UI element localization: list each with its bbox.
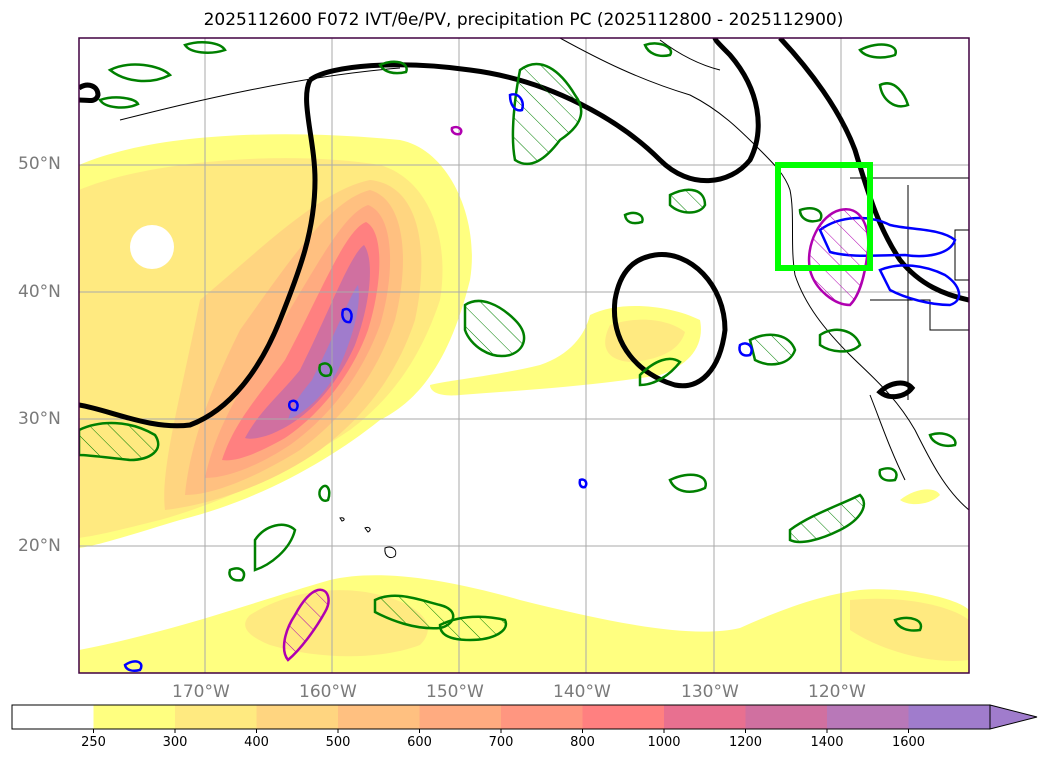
colorbar-extend-arrow xyxy=(989,704,1038,730)
pv-contours xyxy=(79,41,957,642)
colorbar-tick-label: 700 xyxy=(488,735,514,750)
map-frame xyxy=(78,37,970,674)
lat-label-30n: 30°N xyxy=(18,409,61,429)
colorbar-segment xyxy=(501,705,583,729)
colorbar-tick-label: 1000 xyxy=(647,735,681,750)
colorbar-segment xyxy=(745,705,827,729)
colorbar-tick-label: 500 xyxy=(325,735,351,750)
hawaii-islands xyxy=(339,517,397,559)
colorbar-segment xyxy=(827,705,909,729)
lat-label-20n: 20°N xyxy=(18,536,61,556)
coastlines xyxy=(119,38,969,511)
colorbar-segment xyxy=(664,705,746,729)
colorbar-tick-label: 250 xyxy=(81,735,106,750)
ivt-shading xyxy=(79,134,969,673)
lon-label-120w: 120°W xyxy=(808,682,866,702)
colorbar-tick-label: 800 xyxy=(570,735,595,750)
colorbar-tick-label: 1600 xyxy=(891,735,926,750)
target-region-box xyxy=(775,162,873,271)
lat-label-40n: 40°N xyxy=(18,282,61,302)
colorbar-tick-label: 1200 xyxy=(728,735,763,750)
colorbar-tick-label: 600 xyxy=(407,735,432,750)
lat-label-50n: 50°N xyxy=(18,154,61,174)
colorbar xyxy=(11,704,1038,733)
lon-label-170w: 170°W xyxy=(172,682,230,702)
colorbar-segment xyxy=(93,705,175,729)
colorbar-segment xyxy=(256,705,338,729)
colorbar-tick-label: 400 xyxy=(244,735,269,750)
lon-label-130w: 130°W xyxy=(681,682,739,702)
lon-label-150w: 150°W xyxy=(426,682,484,702)
colorbar-tick-label: 1400 xyxy=(810,735,844,750)
colorbar-segment xyxy=(419,705,501,729)
map-title: 2025112600 F072 IVT/θe/PV, precipitation… xyxy=(203,10,844,30)
colorbar-tick-label: 300 xyxy=(162,735,188,750)
colorbar-segment xyxy=(175,705,257,729)
lon-label-160w: 160°W xyxy=(299,682,357,702)
colorbar-segment xyxy=(908,705,990,729)
pc-contours xyxy=(282,125,870,662)
lon-label-140w: 140°W xyxy=(553,682,611,702)
map-area xyxy=(79,38,969,673)
colorbar-segment xyxy=(12,705,94,729)
colorbar-segment xyxy=(582,705,664,729)
colorbar-segment xyxy=(338,705,420,729)
